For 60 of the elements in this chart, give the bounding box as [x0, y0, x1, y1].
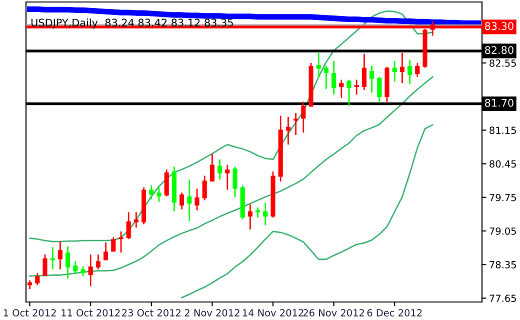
candlestick — [96, 254, 100, 270]
candlestick — [58, 240, 62, 270]
candlestick — [210, 152, 214, 182]
y-tick-label: 78.35 — [490, 261, 516, 268]
ref-line-label: 81.70 — [484, 98, 514, 107]
candlestick — [392, 60, 397, 82]
candlestick — [354, 79, 359, 96]
y-tick-label: 79.05 — [490, 227, 516, 235]
candlestick — [42, 254, 48, 277]
candlestick — [316, 52, 321, 79]
candlestick — [377, 76, 382, 104]
candlestick — [156, 186, 162, 202]
candlestick — [187, 178, 192, 222]
y-tick-label: 79.75 — [490, 194, 516, 202]
x-tick-label: 1 Oct 2012 — [4, 309, 56, 316]
candlestick — [126, 212, 131, 240]
candlestick — [194, 188, 200, 212]
y-tick-label: 81.15 — [490, 126, 516, 134]
candlestick — [263, 202, 268, 226]
candlestick — [248, 204, 252, 230]
candlestick — [111, 236, 116, 252]
candlestick — [301, 101, 306, 134]
x-tick-label: 6 Dec 2012 — [367, 309, 422, 316]
candlestick — [180, 192, 184, 210]
candlestick — [370, 65, 374, 94]
y-tick-label: 77.65 — [490, 294, 516, 302]
candlestick — [218, 158, 222, 180]
candlestick — [88, 254, 93, 287]
x-tick-label: 23 Oct 2012 — [122, 309, 180, 316]
x-tick-label: 26 Nov 2012 — [303, 309, 364, 316]
ref-line-label: 83.30 — [484, 22, 514, 30]
candlestick — [400, 52, 404, 84]
candlestick — [286, 116, 290, 146]
candlestick — [73, 260, 78, 275]
y-tick-label: 80.45 — [490, 160, 516, 168]
candlestick — [346, 79, 352, 106]
candlestick — [164, 168, 169, 198]
x-tick-label: 2 Nov 2012 — [184, 309, 240, 316]
candlestick — [415, 62, 420, 78]
candlestick — [35, 272, 40, 286]
candlestick — [134, 212, 138, 228]
candlestick — [408, 59, 412, 85]
y-tick-label: 82.55 — [490, 59, 516, 67]
candlestick — [80, 266, 86, 277]
candlestick — [225, 164, 230, 190]
candlestick — [362, 53, 366, 91]
candlestick — [104, 242, 108, 261]
candlestick — [294, 112, 298, 136]
candlestick — [202, 175, 207, 201]
candlestick — [149, 184, 154, 200]
ref-line-label: 82.80 — [484, 46, 514, 54]
candlestick — [118, 230, 124, 254]
candlestick — [324, 65, 328, 90]
line-series — [181, 124, 434, 298]
candlestick — [66, 246, 70, 280]
candlestick — [232, 166, 238, 198]
candlestick — [332, 60, 336, 96]
x-tick-label: 14 Nov 2012 — [242, 309, 304, 316]
x-tick-label: 11 Oct 2012 — [62, 309, 120, 316]
candlestick — [339, 79, 344, 99]
